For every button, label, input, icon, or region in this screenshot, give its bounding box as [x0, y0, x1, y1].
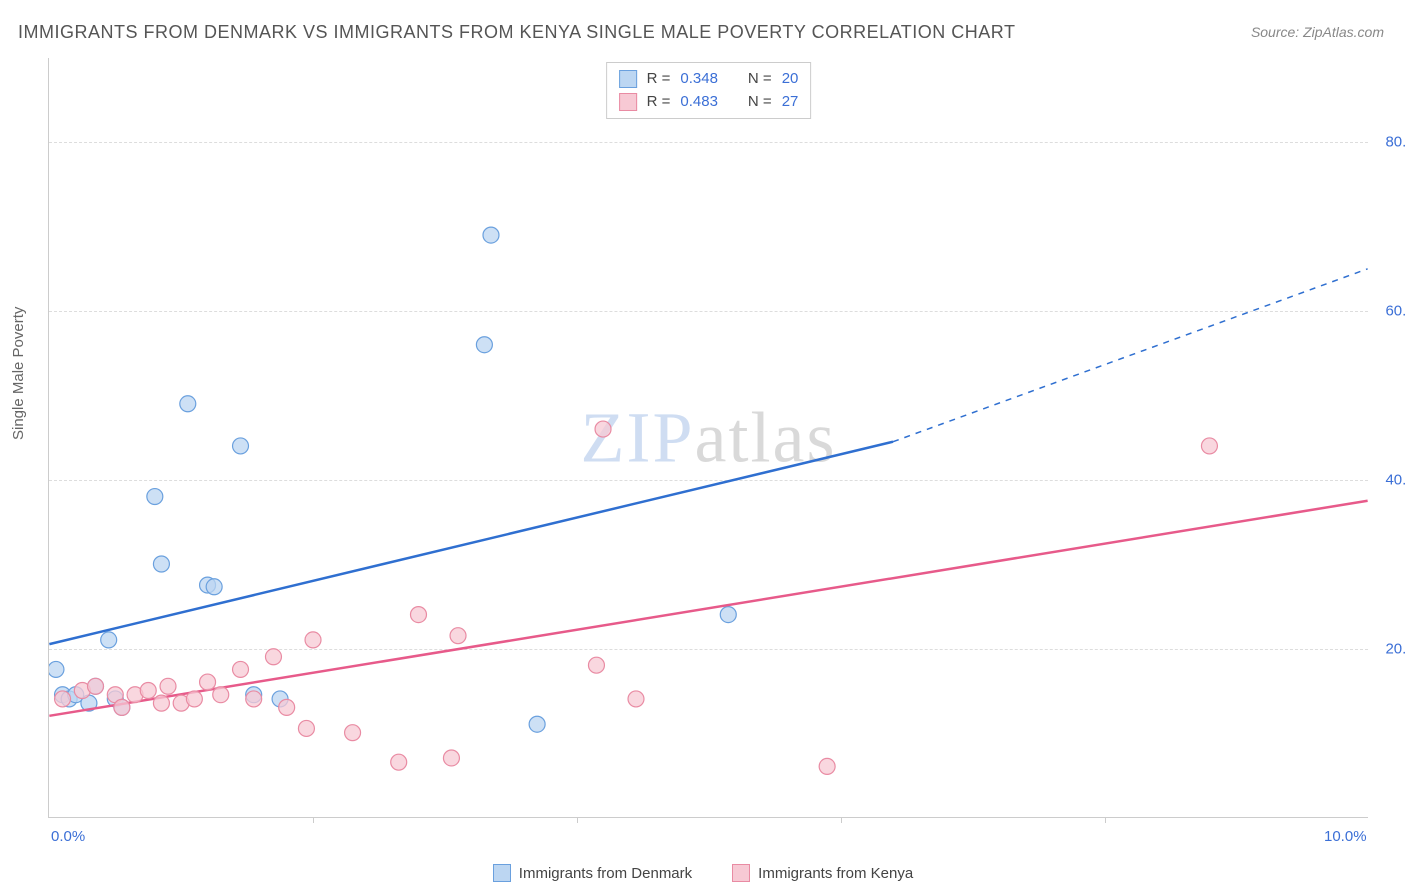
data-point: [233, 661, 249, 677]
data-point: [153, 695, 169, 711]
x-tick-label: 0.0%: [51, 828, 85, 845]
regression-line-extrapolated: [893, 269, 1368, 442]
legend-item-denmark: Immigrants from Denmark: [493, 864, 692, 882]
data-point: [213, 687, 229, 703]
data-point: [628, 691, 644, 707]
data-point: [233, 438, 249, 454]
source-name: ZipAtlas.com: [1303, 24, 1384, 40]
data-point: [88, 678, 104, 694]
data-point: [200, 674, 216, 690]
data-point: [298, 720, 314, 736]
x-tick-mark: [577, 817, 578, 823]
data-point: [246, 691, 262, 707]
source-prefix: Source:: [1251, 24, 1303, 40]
y-tick-label: 60.0%: [1373, 303, 1406, 320]
data-point: [160, 678, 176, 694]
data-point: [410, 607, 426, 623]
source-attribution: Source: ZipAtlas.com: [1251, 24, 1384, 40]
correlation-legend: R = 0.348 N = 20 R = 0.483 N = 27: [606, 62, 812, 119]
data-point: [450, 628, 466, 644]
data-point: [391, 754, 407, 770]
data-point: [55, 691, 71, 707]
data-point: [483, 227, 499, 243]
swatch-kenya: [619, 93, 637, 111]
legend-row-denmark: R = 0.348 N = 20: [619, 68, 799, 91]
legend-label-kenya: Immigrants from Kenya: [758, 865, 913, 882]
legend-row-kenya: R = 0.483 N = 27: [619, 91, 799, 114]
data-point: [265, 649, 281, 665]
r-value-kenya: 0.483: [680, 91, 718, 114]
r-label: R =: [647, 68, 671, 91]
legend-item-kenya: Immigrants from Kenya: [732, 864, 913, 882]
data-point: [101, 632, 117, 648]
data-point: [140, 683, 156, 699]
data-point: [1201, 438, 1217, 454]
n-label: N =: [748, 68, 772, 91]
data-point: [153, 556, 169, 572]
data-point: [279, 699, 295, 715]
n-value-kenya: 27: [782, 91, 799, 114]
data-point: [49, 661, 64, 677]
data-point: [186, 691, 202, 707]
y-axis-label: Single Male Poverty: [10, 307, 27, 440]
x-tick-label: 10.0%: [1324, 828, 1367, 845]
n-value-denmark: 20: [782, 68, 799, 91]
x-tick-mark: [1105, 817, 1106, 823]
data-point: [819, 758, 835, 774]
series-legend: Immigrants from Denmark Immigrants from …: [0, 864, 1406, 882]
data-point: [206, 579, 222, 595]
regression-line: [49, 501, 1367, 716]
r-value-denmark: 0.348: [680, 68, 718, 91]
data-point: [720, 607, 736, 623]
data-point: [147, 489, 163, 505]
x-tick-mark: [313, 817, 314, 823]
data-point: [529, 716, 545, 732]
chart-title: IMMIGRANTS FROM DENMARK VS IMMIGRANTS FR…: [18, 22, 1015, 43]
data-point: [180, 396, 196, 412]
swatch-denmark-icon: [493, 864, 511, 882]
y-tick-label: 20.0%: [1373, 641, 1406, 658]
data-point: [345, 725, 361, 741]
regression-line: [49, 442, 893, 644]
data-point: [443, 750, 459, 766]
y-tick-label: 80.0%: [1373, 134, 1406, 151]
n-label: N =: [748, 91, 772, 114]
y-tick-label: 40.0%: [1373, 472, 1406, 489]
legend-label-denmark: Immigrants from Denmark: [519, 865, 692, 882]
data-point: [476, 337, 492, 353]
data-point: [114, 699, 130, 715]
data-point: [595, 421, 611, 437]
data-point: [588, 657, 604, 673]
plot-area: ZIPatlas R = 0.348 N = 20 R = 0.483 N = …: [48, 58, 1368, 818]
r-label: R =: [647, 91, 671, 114]
swatch-denmark: [619, 70, 637, 88]
chart-svg: [49, 58, 1368, 817]
swatch-kenya-icon: [732, 864, 750, 882]
x-tick-mark: [841, 817, 842, 823]
data-point: [305, 632, 321, 648]
